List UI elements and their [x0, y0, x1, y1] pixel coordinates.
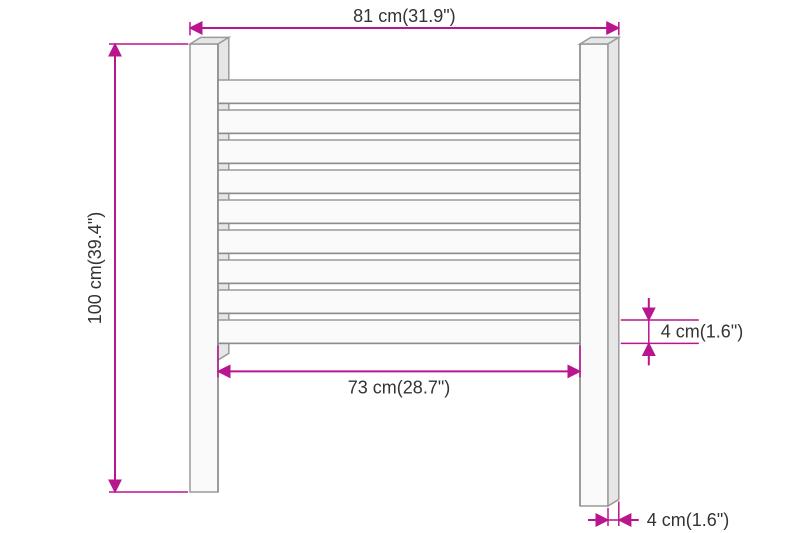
dim-slat-thickness: 4 cm(1.6") [661, 322, 743, 342]
dim-left-height: 100 cm(39.4") [85, 212, 105, 324]
dim-top-width: 81 cm(31.9") [353, 6, 455, 26]
dim-inner-width: 73 cm(28.7") [348, 377, 450, 397]
dim-post-depth: 4 cm(1.6") [647, 510, 729, 530]
